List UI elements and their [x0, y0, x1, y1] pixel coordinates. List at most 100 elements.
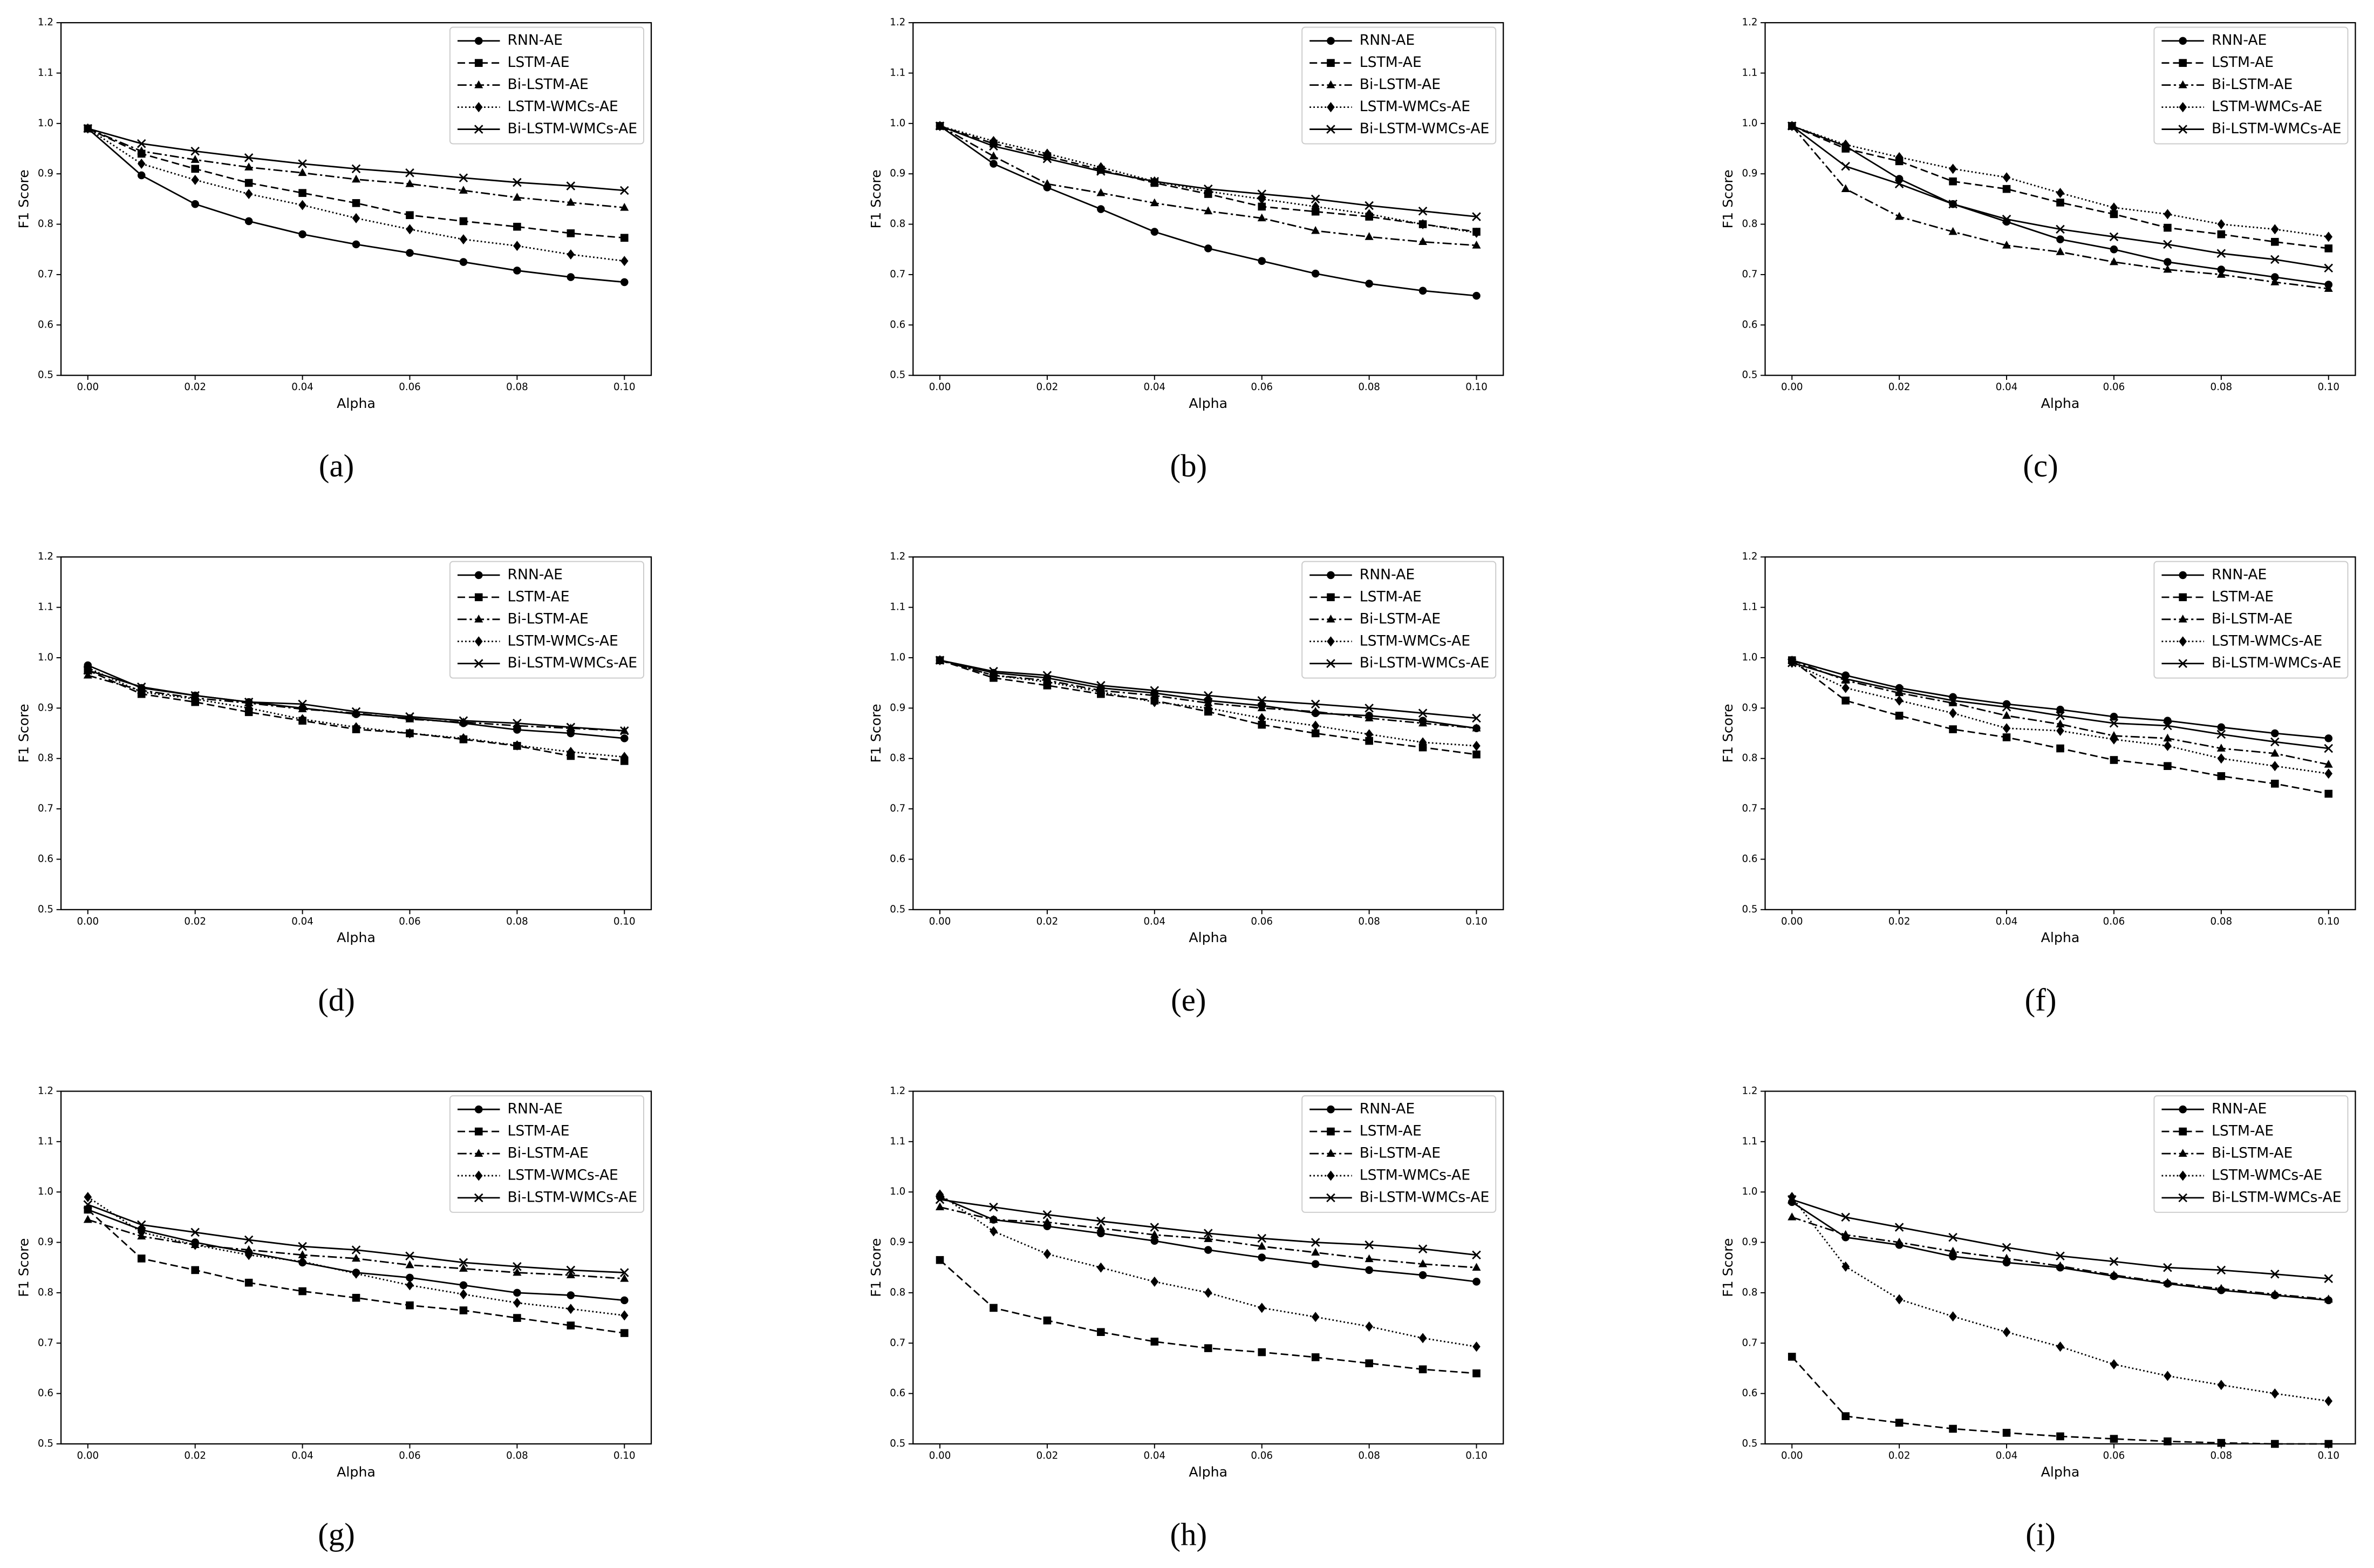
marker: [620, 726, 629, 735]
marker: [352, 1268, 360, 1279]
y-tick-label: 0.9: [890, 168, 905, 179]
marker: [1949, 1424, 1957, 1433]
marker: [83, 1200, 93, 1209]
x-tick-label: 0.08: [2211, 916, 2233, 927]
x-tick-label: 0.10: [2317, 916, 2339, 927]
marker: [1472, 212, 1481, 221]
x-axis-label: Alpha: [2041, 930, 2080, 945]
marker: [990, 136, 998, 146]
marker: [2056, 224, 2065, 234]
marker: [191, 165, 199, 173]
series-line: [87, 669, 625, 732]
marker: [1150, 1237, 1159, 1245]
marker: [459, 1264, 468, 1272]
marker: [936, 1256, 944, 1264]
marker: [2164, 762, 2172, 771]
marker: [2164, 223, 2172, 232]
panel-label: (i): [2025, 1517, 2056, 1552]
marker: [2110, 1359, 2118, 1369]
series-line: [939, 659, 1477, 730]
marker: [1097, 205, 1105, 213]
marker: [2178, 125, 2187, 134]
y-tick-label: 1.2: [38, 17, 53, 28]
marker: [1841, 1412, 1850, 1420]
marker: [1150, 228, 1159, 236]
x-tick-label: 0.04: [1144, 381, 1166, 393]
marker: [2324, 789, 2333, 798]
marker: [83, 670, 92, 679]
marker: [2271, 780, 2279, 788]
legend-label: Bi-LSTM-WMCs-AE: [2212, 655, 2342, 671]
x-tick-label: 0.06: [1251, 916, 1273, 927]
marker: [352, 213, 360, 223]
marker: [244, 153, 254, 162]
marker: [566, 722, 576, 732]
marker: [191, 1239, 199, 1250]
marker: [351, 164, 361, 174]
marker: [1311, 1353, 1320, 1361]
marker: [2002, 214, 2011, 224]
marker: [84, 1205, 92, 1214]
marker: [1365, 704, 1374, 713]
marker: [459, 1281, 468, 1290]
marker: [352, 1253, 361, 1262]
y-tick-label: 0.8: [1742, 219, 1758, 230]
marker: [513, 193, 522, 201]
marker: [2217, 772, 2226, 780]
y-tick-label: 0.7: [1742, 269, 1758, 280]
y-tick-label: 0.7: [890, 269, 905, 280]
legend-label: Bi-LSTM-AE: [508, 610, 589, 627]
legend-label: LSTM-AE: [508, 588, 570, 605]
marker: [1311, 1247, 1320, 1256]
marker: [1327, 636, 1335, 647]
marker: [513, 1289, 521, 1297]
marker: [2216, 1284, 2226, 1292]
marker: [191, 174, 199, 185]
marker: [1788, 1353, 1796, 1361]
marker: [1204, 1287, 1212, 1298]
marker: [1472, 1263, 1481, 1271]
marker: [989, 151, 998, 160]
marker: [352, 1293, 360, 1302]
legend-box: [449, 561, 644, 679]
x-tick-label: 0.10: [613, 916, 636, 927]
marker: [405, 168, 414, 178]
marker: [2270, 748, 2280, 757]
marker: [190, 1228, 200, 1237]
legend-label: LSTM-WMCs-AE: [1360, 632, 1470, 649]
x-tick-label: 0.04: [1144, 1450, 1166, 1461]
x-tick-label: 0.10: [2317, 381, 2339, 393]
marker: [1258, 713, 1266, 724]
marker: [1418, 1244, 1428, 1253]
y-tick-label: 1.0: [38, 118, 53, 129]
x-tick-label: 0.00: [1781, 1450, 1803, 1461]
legend-label: RNN-AE: [2212, 32, 2267, 49]
marker: [244, 217, 253, 226]
marker: [2002, 185, 2011, 193]
legend-label: RNN-AE: [1360, 1101, 1415, 1117]
marker: [1150, 1276, 1159, 1287]
series-line: [1791, 662, 2329, 775]
marker: [406, 728, 414, 739]
marker: [1257, 696, 1267, 705]
marker: [1365, 1321, 1373, 1332]
marker: [2163, 264, 2172, 273]
legend-label: LSTM-WMCs-AE: [2212, 1167, 2322, 1183]
marker: [513, 241, 521, 251]
marker: [298, 704, 307, 713]
marker: [474, 37, 483, 45]
marker: [2110, 210, 2118, 219]
x-tick-label: 0.08: [1358, 916, 1380, 927]
marker: [1787, 1195, 1797, 1204]
y-axis-label: F1 Score: [1720, 1238, 1736, 1297]
panel-label: (h): [1170, 1517, 1207, 1552]
marker: [2164, 209, 2172, 220]
legend-box: [1301, 561, 1497, 679]
marker: [2163, 1263, 2172, 1272]
x-tick-label: 0.02: [1036, 1450, 1059, 1461]
marker: [2216, 270, 2226, 278]
marker: [1472, 241, 1481, 249]
y-tick-label: 0.9: [890, 702, 905, 713]
x-tick-label: 0.04: [1996, 1450, 2018, 1461]
x-tick-label: 0.00: [929, 381, 951, 393]
